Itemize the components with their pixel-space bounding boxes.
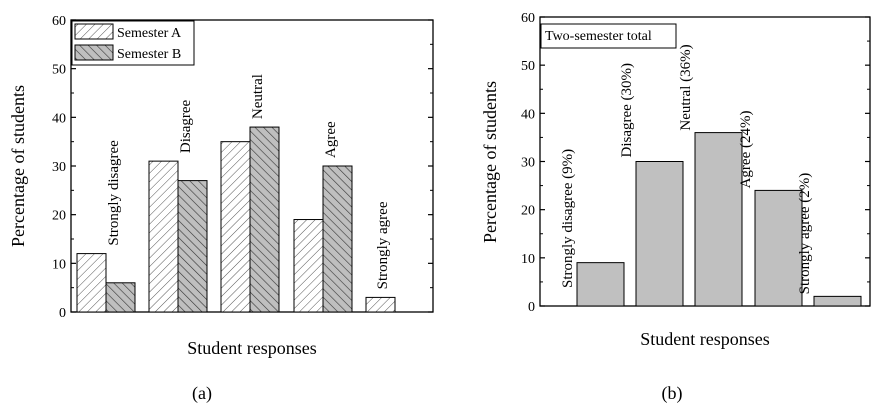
chart-b-y-axis-label: Percentage of students <box>480 81 500 243</box>
chart-a-bar-semester-a-0 <box>76 253 107 313</box>
chart-a-bar-semester-b-2 <box>249 126 280 313</box>
chart-b-bar-total-1 <box>635 161 684 307</box>
chart-b-legend-label: Two-semester total <box>545 29 652 44</box>
chart-a-bar-semester-a-1 <box>148 160 179 313</box>
chart-b-bar-total-0 <box>576 262 625 307</box>
chart-a-category-label: Disagree <box>178 99 194 153</box>
chart-b-bar-total-3 <box>754 189 803 307</box>
chart-b-category-labels: Strongly disagree (9%) Disagree (30%) Neut… <box>560 44 813 294</box>
chart-b-y-tick-label: 60 <box>521 11 535 26</box>
chart-a-legend-swatch <box>74 44 114 61</box>
chart-b-legend: Two-semester total <box>540 23 677 49</box>
chart-a-legend-label: Semester B <box>117 47 181 62</box>
chart-b-y-ticks: 0 10 20 30 40 50 60 <box>521 11 870 315</box>
chart-a-y-tick-label: 30 <box>52 160 66 175</box>
chart-a-bar-semester-b-1 <box>177 180 208 313</box>
chart-b-x-axis-label: Student responses <box>640 329 770 349</box>
chart-a-y-tick-label: 40 <box>52 111 66 126</box>
chart-b-category-label: Strongly agree (2%) <box>797 173 813 295</box>
chart-a-y-axis-label: Percentage of students <box>8 85 28 247</box>
chart-a-category-label: Neutral <box>250 74 266 119</box>
chart-b-y-tick-label: 10 <box>521 252 535 267</box>
chart-b-bars <box>576 132 862 307</box>
chart-b-category-label: Neutral (36%) <box>678 44 694 130</box>
chart-b-y-tick-label: 20 <box>521 204 535 219</box>
chart-a-bar-semester-a-4 <box>365 296 396 313</box>
chart-b-y-tick-label: 0 <box>528 300 535 315</box>
chart-b-bar-total-2 <box>694 132 743 307</box>
chart-a-category-label: Agree <box>323 121 339 158</box>
chart-a-bar-semester-a-3 <box>293 219 324 313</box>
chart-b-bar-total-4 <box>813 295 862 307</box>
chart-a-bar-semester-a-2 <box>220 141 251 313</box>
chart-a-y-tick-label: 50 <box>52 63 66 78</box>
chart-b: 0 10 20 30 40 50 60 Strongly disagree (9%) Disa… <box>480 11 871 404</box>
chart-a-y-tick-label: 60 <box>52 14 66 29</box>
chart-a-legend-label: Semester A <box>117 26 182 41</box>
chart-a-category-label: Strongly agree <box>375 201 391 289</box>
chart-a-y-tick-label: 20 <box>52 209 66 224</box>
chart-a-legend-swatch <box>74 23 114 40</box>
chart-a-category-labels: Strongly disagree Disagree Neutral Agree Str… <box>106 74 391 289</box>
chart-a-panel-label: (a) <box>192 383 212 404</box>
chart-a-category-label: Strongly disagree <box>106 140 122 246</box>
chart-a-bar-semester-b-3 <box>322 165 353 313</box>
chart-a: 0 10 20 30 40 50 60 Strongly disagree Disagree N… <box>8 14 434 404</box>
chart-b-category-label: Strongly disagree (9%) <box>560 149 576 288</box>
chart-b-y-tick-label: 30 <box>521 156 535 171</box>
chart-b-legend-box <box>540 23 677 49</box>
chart-b-y-tick-label: 50 <box>521 59 535 74</box>
chart-a-y-tick-label: 0 <box>59 306 66 321</box>
chart-b-category-label: Disagree (30%) <box>619 63 635 158</box>
chart-a-bar-semester-b-0 <box>105 282 136 313</box>
chart-a-legend: Semester A Semester B <box>71 20 195 66</box>
chart-b-category-label: Agree (24%) <box>738 111 754 189</box>
chart-a-x-axis-label: Student responses <box>187 338 317 358</box>
chart-a-y-tick-label: 10 <box>52 257 66 272</box>
chart-a-bars <box>76 126 396 313</box>
chart-b-panel-label: (b) <box>662 383 683 404</box>
chart-a-y-ticks: 0 10 20 30 40 50 60 <box>52 14 433 321</box>
chart-b-y-tick-label: 40 <box>521 107 535 122</box>
